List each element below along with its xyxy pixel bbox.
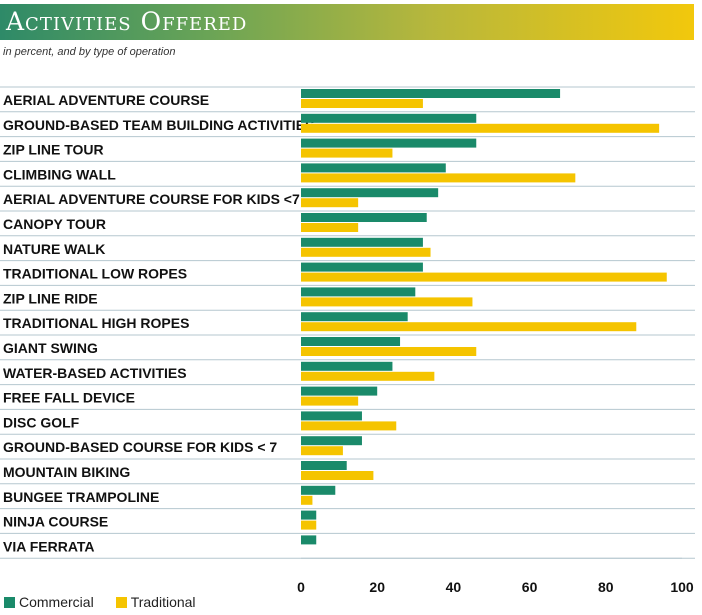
category-label: TRADITIONAL LOW ROPES [3, 266, 187, 282]
bar-traditional [301, 148, 393, 158]
bar-chart: AERIAL ADVENTURE COURSE GROUND-BASED TEAM… [0, 86, 695, 592]
category-label: CANOPY TOUR [3, 216, 106, 232]
bar-commercial [301, 510, 317, 520]
bar-commercial [301, 361, 393, 371]
category-label: CLIMBING WALL [3, 166, 116, 182]
category-label: GIANT SWING [3, 340, 98, 356]
x-tick-label: 80 [598, 579, 614, 592]
category-label: NINJA COURSE [3, 514, 108, 530]
bar-commercial [301, 163, 446, 173]
category-label: ZIP LINE TOUR [3, 142, 104, 158]
bar-traditional [301, 247, 431, 257]
title-banner: Activities Offered [0, 4, 694, 40]
bar-traditional [301, 272, 667, 282]
category-label: GROUND-BASED COURSE FOR KIDS < 7 [3, 439, 277, 455]
category-label: AERIAL ADVENTURE COURSE FOR KIDS <7 [3, 191, 300, 207]
bar-traditional [301, 371, 435, 381]
bar-traditional [301, 322, 637, 332]
legend-swatch-commercial [4, 596, 15, 608]
category-label: WATER-BASED ACTIVITIES [3, 365, 187, 381]
legend-label-commercial: Commercial [19, 594, 94, 610]
category-label: GROUND-BASED TEAM BUILDING ACTIVITIES [3, 117, 314, 133]
bar-commercial [301, 312, 408, 322]
bar-commercial [301, 535, 317, 545]
bar-commercial [301, 485, 336, 495]
bar-traditional [301, 198, 359, 208]
x-tick-label: 20 [369, 579, 385, 592]
chart-subtitle: in percent, and by type of operation [3, 46, 176, 58]
bar-traditional [301, 421, 397, 431]
bar-traditional [301, 396, 359, 406]
category-label: AERIAL ADVENTURE COURSE [3, 92, 209, 108]
category-label: FREE FALL DEVICE [3, 390, 135, 406]
bar-commercial [301, 386, 378, 396]
bar-commercial [301, 436, 362, 446]
legend-swatch-traditional [115, 596, 127, 608]
x-tick-label: 100 [670, 579, 694, 592]
legend-label-traditional: Traditional [130, 594, 196, 610]
category-label: VIA FERRATA [3, 538, 95, 554]
chart-title: Activities Offered [6, 7, 248, 36]
bar-traditional [301, 520, 317, 530]
category-label: TRADITIONAL HIGH ROPES [3, 315, 189, 331]
legend-item-traditional: Traditional [115, 594, 196, 610]
category-label: ZIP LINE RIDE [3, 290, 98, 306]
bar-commercial [301, 237, 423, 247]
x-tick-label: 60 [522, 579, 538, 592]
bar-traditional [301, 297, 473, 307]
bar-commercial [301, 262, 423, 272]
x-tick-label: 40 [446, 579, 462, 592]
bar-traditional [301, 123, 660, 133]
bar-traditional [301, 99, 423, 108]
bar-commercial [301, 337, 401, 346]
bar-commercial [301, 213, 427, 222]
category-label: NATURE WALK [3, 241, 105, 257]
category-label: DISC GOLF [3, 414, 80, 430]
legend: Commercial Traditional [4, 594, 218, 610]
bar-traditional [301, 173, 576, 183]
bar-commercial [301, 188, 439, 198]
bar-commercial [301, 461, 347, 470]
bar-traditional [301, 495, 313, 505]
bar-commercial [301, 138, 477, 148]
bar-traditional [301, 446, 343, 456]
bar-commercial [301, 287, 416, 297]
bar-commercial [301, 411, 362, 421]
legend-item-commercial: Commercial [4, 594, 94, 610]
x-tick-label: 0 [297, 579, 305, 592]
bar-commercial [301, 89, 561, 98]
bar-commercial [301, 113, 477, 123]
category-label: BUNGEE TRAMPOLINE [3, 489, 159, 505]
category-label: MOUNTAIN BIKING [3, 464, 130, 480]
bar-traditional [301, 223, 359, 232]
bar-traditional [301, 347, 477, 356]
bar-traditional [301, 471, 374, 480]
